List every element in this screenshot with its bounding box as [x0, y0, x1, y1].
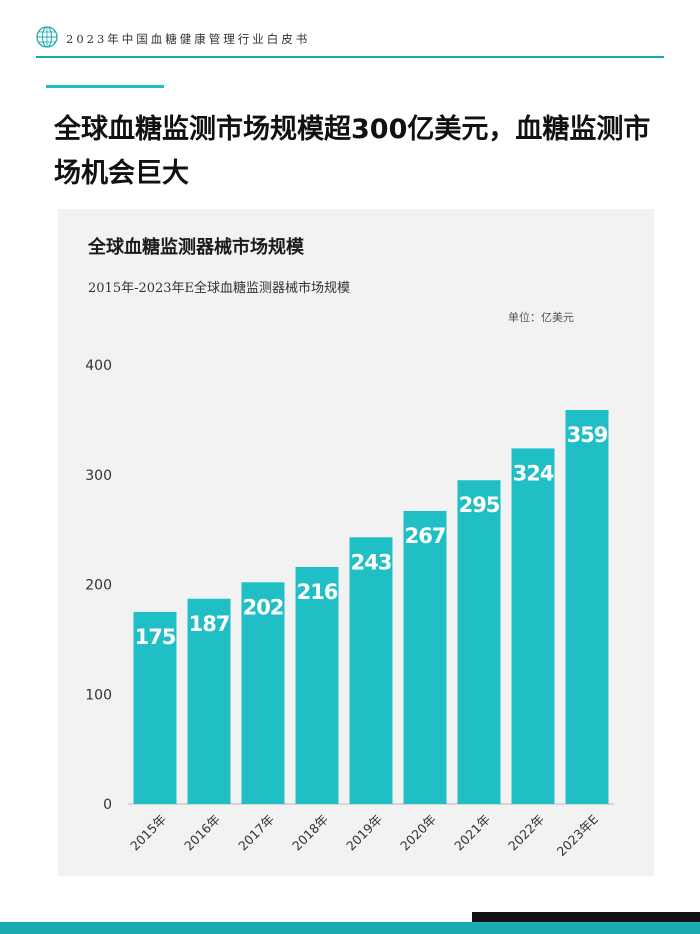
y-tick-label: 0 [103, 797, 112, 813]
x-tick-label: 2018年 [289, 812, 331, 854]
bar [511, 448, 555, 804]
x-tick-label: 2023年E [554, 811, 602, 859]
bar [295, 566, 339, 804]
bar [241, 582, 285, 804]
globe-logo-icon [36, 26, 58, 48]
footer-black-bar [472, 912, 700, 922]
x-tick-label: 2021年 [451, 812, 493, 854]
page-header: 2023年中国血糖健康管理行业白皮书 [0, 0, 700, 60]
x-tick-label: 2022年 [505, 812, 547, 854]
footer-teal-bar [0, 922, 700, 934]
x-tick-label: 2015年 [127, 812, 169, 854]
bar [187, 598, 231, 804]
bar-value-label: 324 [513, 461, 554, 485]
report-title: 2023年中国血糖健康管理行业白皮书 [66, 32, 311, 46]
x-tick-label: 2019年 [343, 812, 385, 854]
y-tick-label: 400 [85, 358, 112, 374]
bar-value-label: 359 [567, 423, 608, 447]
bar-value-label: 216 [297, 580, 338, 604]
bar-value-label: 267 [405, 524, 446, 548]
x-tick-label: 2020年 [397, 812, 439, 854]
bar [457, 480, 501, 804]
y-tick-label: 100 [85, 687, 112, 703]
header-divider [36, 56, 664, 58]
bar-value-label: 187 [189, 612, 230, 636]
page-headline: 全球血糖监测市场规模超300亿美元，血糖监测市场机会巨大 [54, 114, 651, 189]
y-tick-label: 200 [85, 578, 112, 594]
bar [349, 537, 393, 804]
y-tick-label: 300 [85, 468, 112, 484]
bar [565, 409, 609, 804]
chart-unit-label: 单位：亿美元 [508, 311, 574, 324]
bar-value-label: 202 [243, 595, 284, 619]
bar [403, 510, 447, 804]
bar [133, 611, 177, 804]
x-tick-label: 2017年 [235, 812, 277, 854]
headline-accent-bar [46, 85, 164, 88]
chart-subtitle: 2015年-2023年E全球血糖监测器械市场规模 [88, 281, 351, 296]
chart-title: 全球血糖监测器械市场规模 [88, 237, 304, 258]
bar-value-label: 295 [459, 493, 500, 517]
bar-value-label: 175 [135, 625, 176, 649]
x-tick-label: 2016年 [181, 812, 223, 854]
bar-value-label: 243 [351, 550, 392, 574]
